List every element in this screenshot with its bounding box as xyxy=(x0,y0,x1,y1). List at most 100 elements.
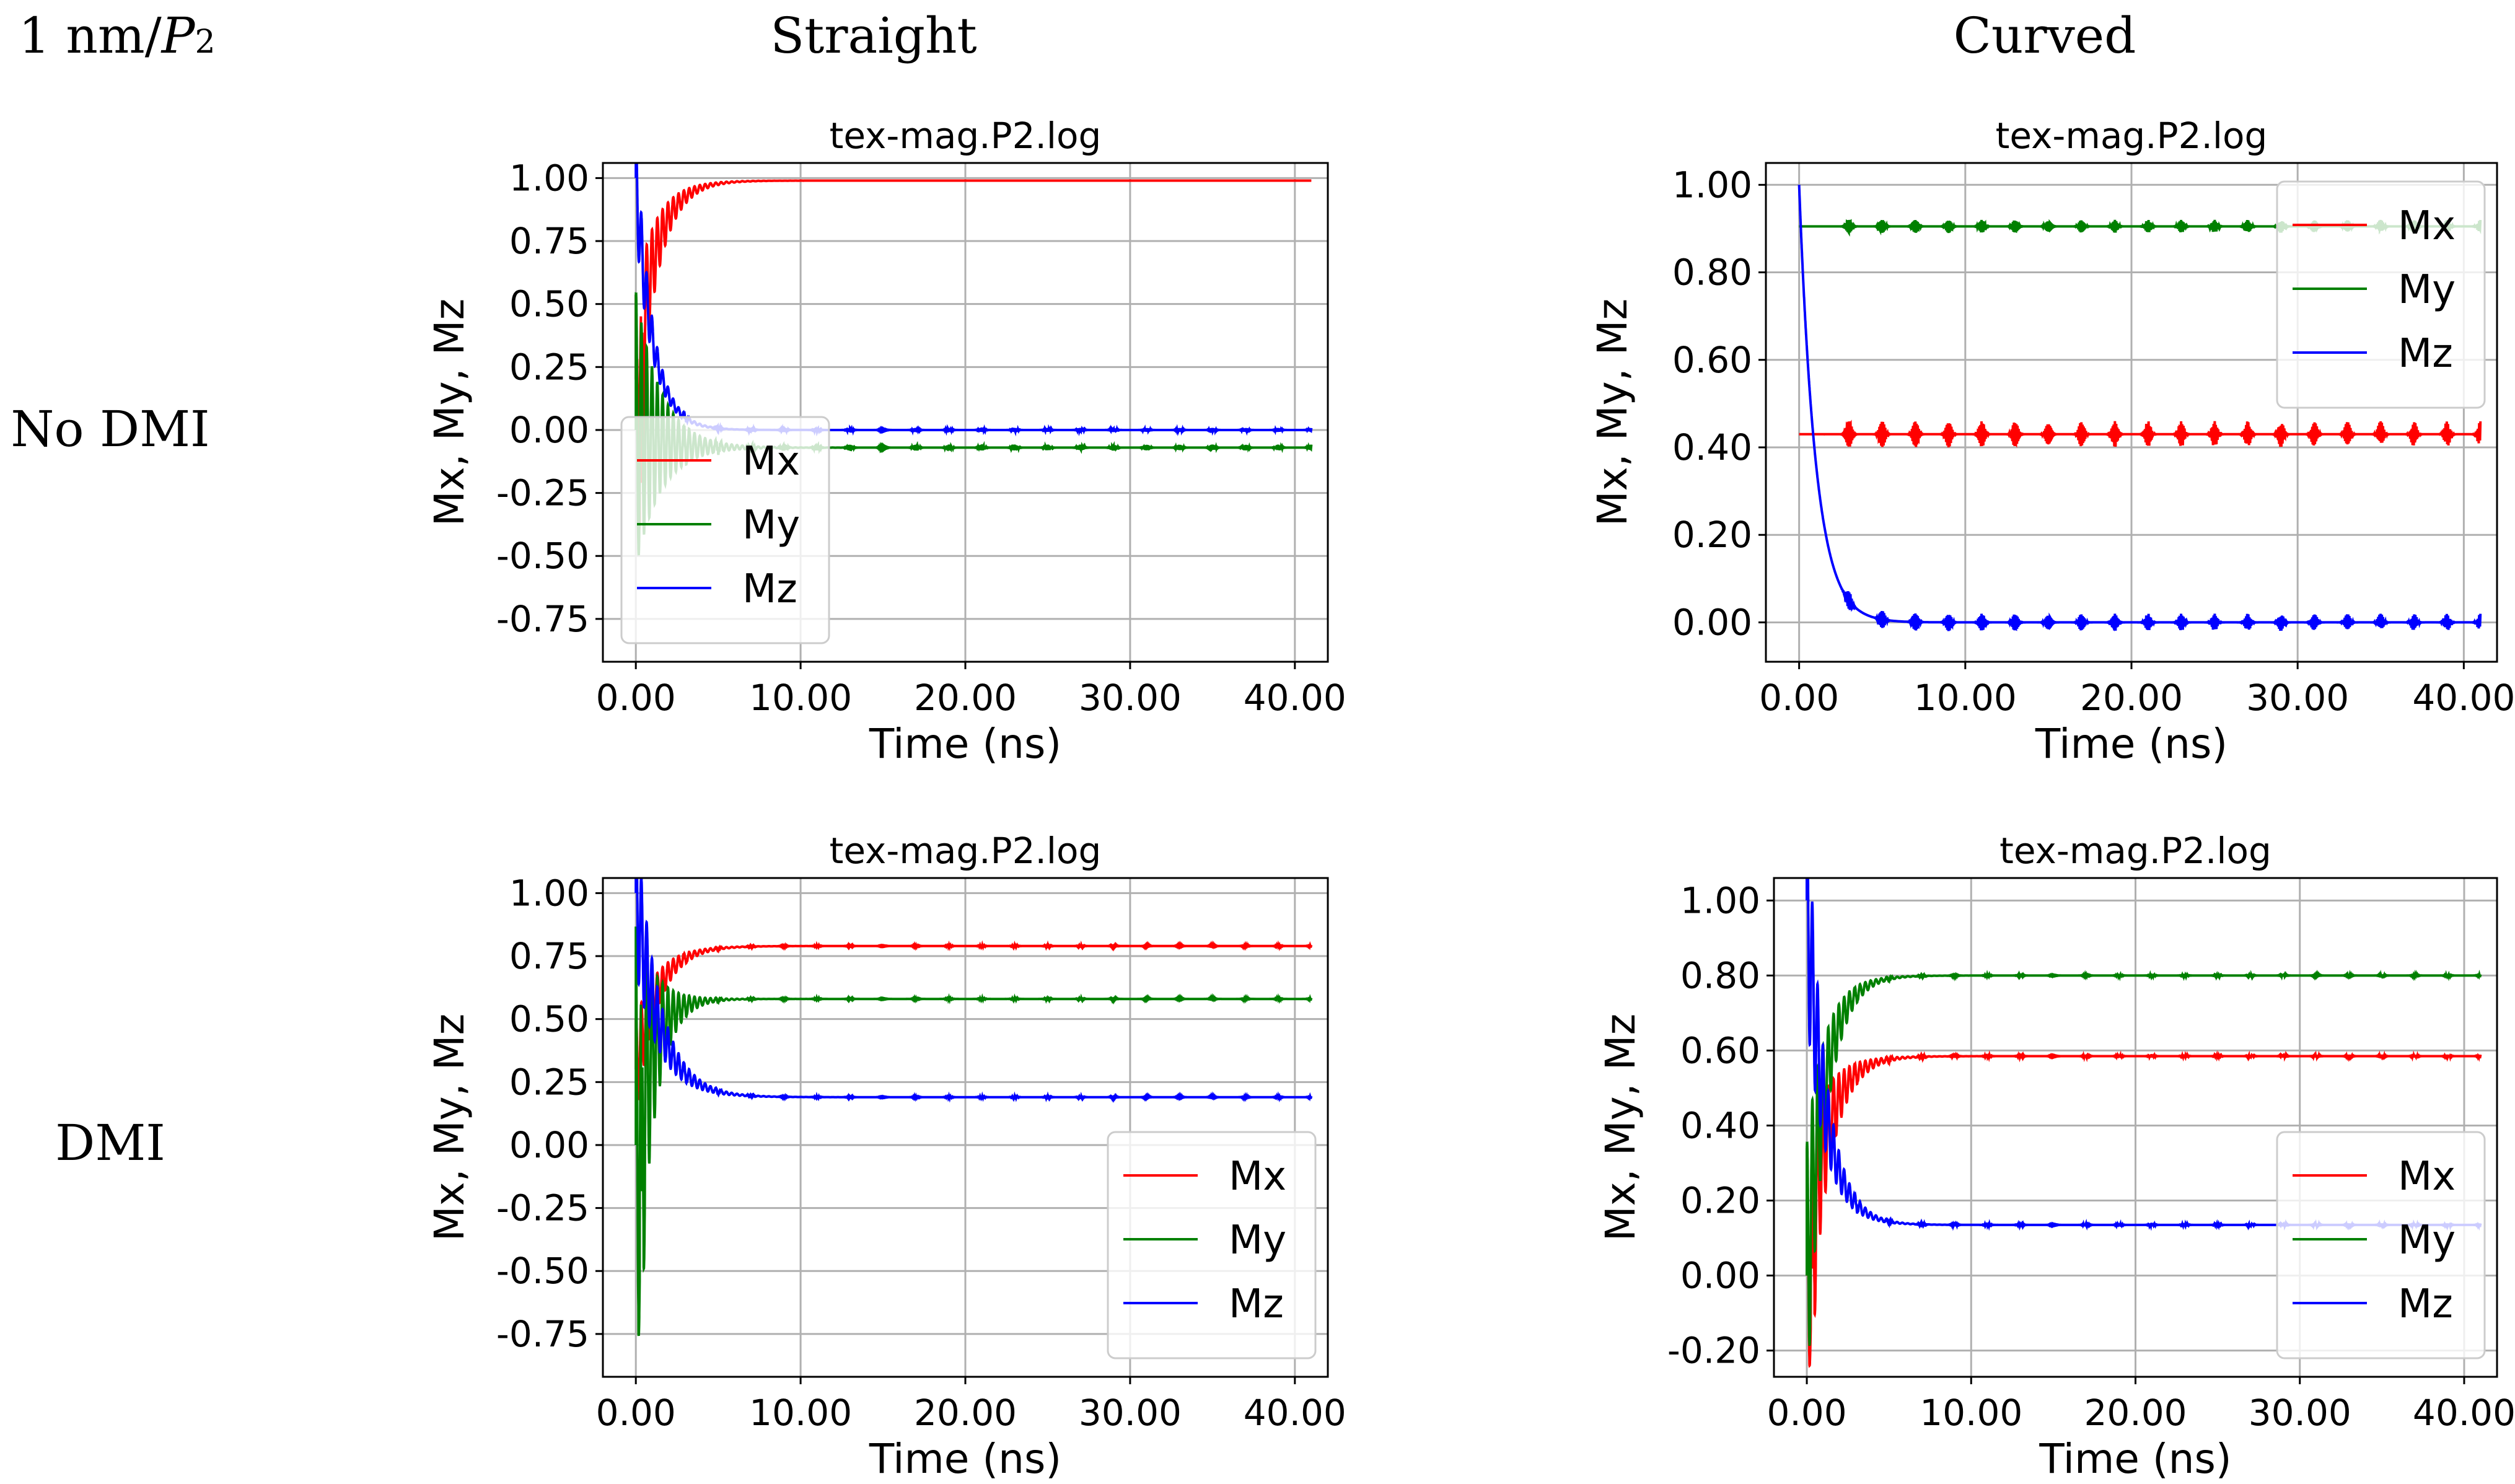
y-tick-label: 1.00 xyxy=(1680,879,1760,921)
chart-title: tex-mag.P2.log xyxy=(1996,115,2268,157)
x-tick-label: 20.00 xyxy=(2084,1392,2187,1434)
series-line-mz xyxy=(634,878,1313,1104)
chart-title: tex-mag.P2.log xyxy=(1999,830,2271,872)
y-tick-label: 1.00 xyxy=(509,157,589,199)
y-tick-label: 0.75 xyxy=(509,220,589,262)
y-tick-label: 0.80 xyxy=(1672,252,1752,294)
y-tick-label: 0.40 xyxy=(1680,1104,1760,1146)
column-header-straight: Straight xyxy=(770,7,977,64)
y-tick-label: 0.80 xyxy=(1680,954,1760,996)
legend-box xyxy=(2276,180,2486,409)
x-tick-label: 30.00 xyxy=(2246,677,2349,719)
y-tick-label: 0.60 xyxy=(1672,339,1752,381)
x-tick-label: 0.00 xyxy=(1767,1392,1846,1434)
series-line-mx xyxy=(634,940,1313,1100)
y-tick-label: 0.60 xyxy=(1680,1029,1760,1071)
legend-label-my: My xyxy=(2398,267,2456,313)
legend-label-mz: Mz xyxy=(2398,1281,2453,1327)
series-line-mz xyxy=(1797,184,2482,632)
y-tick-label: -0.75 xyxy=(496,598,589,640)
legend-label-mx: Mx xyxy=(2398,203,2456,249)
legend-label-my: My xyxy=(2398,1218,2456,1263)
y-tick-label: 0.25 xyxy=(509,346,589,388)
chart-straight-no-dmi: 0.00 10.00 20.00 30.00 40.00 1.00 0.75 0.50 0.25… xyxy=(426,115,1346,768)
x-tick-label: 20.00 xyxy=(2080,677,2183,719)
x-tick-label: 10.00 xyxy=(749,1392,852,1434)
y-tick-label: -0.20 xyxy=(1667,1330,1760,1372)
column-header-curved: Curved xyxy=(1954,7,2136,64)
x-tick-label: 10.00 xyxy=(749,677,852,719)
legend-box xyxy=(620,416,830,644)
y-tick-label: 1.00 xyxy=(1672,164,1752,206)
x-tick-label: 0.00 xyxy=(596,677,676,719)
y-tick-label: -0.25 xyxy=(496,1187,589,1229)
legend: Mx My Mz xyxy=(1107,1131,1317,1359)
y-tick-label: 0.20 xyxy=(1672,514,1752,556)
legend: Mx My Mz xyxy=(620,416,830,644)
series-line-my xyxy=(1806,969,2482,1346)
x-tick-label: 20.00 xyxy=(914,1392,1017,1434)
series-line-mx xyxy=(634,179,1312,533)
x-axis-label: Time (ns) xyxy=(869,720,1061,768)
y-axis-label: Mx, My, Mz xyxy=(426,299,473,527)
x-tick-label: 40.00 xyxy=(2412,677,2515,719)
x-tick-label: 30.00 xyxy=(2249,1392,2351,1434)
y-tick-label: 0.00 xyxy=(1672,601,1752,643)
legend-label-my: My xyxy=(1229,1218,1286,1263)
legend-box xyxy=(1107,1131,1317,1359)
legend-label-mx: Mx xyxy=(742,439,800,485)
y-tick-label: 0.40 xyxy=(1672,426,1752,468)
legend-label-mz: Mz xyxy=(1229,1281,1284,1327)
series-line-my xyxy=(634,926,1313,1337)
x-tick-label: 0.00 xyxy=(1759,677,1839,719)
x-tick-label: 40.00 xyxy=(2413,1392,2515,1434)
row-header-no-dmi: No DMI xyxy=(11,400,209,458)
chart-title: tex-mag.P2.log xyxy=(830,830,1102,872)
x-tick-label: 20.00 xyxy=(914,677,1017,719)
legend-label-mz: Mz xyxy=(2398,331,2453,377)
y-tick-label: 0.75 xyxy=(509,935,589,977)
y-axis-label: Mx, My, Mz xyxy=(1597,1014,1644,1242)
series-line-mx xyxy=(1806,1050,2482,1368)
legend-label-mz: Mz xyxy=(742,566,797,612)
series-line-mz xyxy=(634,163,1313,437)
y-tick-label: 0.50 xyxy=(509,283,589,325)
x-tick-label: 40.00 xyxy=(1244,1392,1346,1434)
row-header-dmi: DMI xyxy=(55,1114,165,1172)
legend: Mx My Mz xyxy=(2276,1131,2486,1359)
x-tick-label: 40.00 xyxy=(1244,677,1346,719)
chart-title: tex-mag.P2.log xyxy=(830,115,1102,157)
x-axis-label: Time (ns) xyxy=(869,1435,1061,1483)
y-tick-label: 0.50 xyxy=(509,998,589,1040)
x-tick-label: 0.00 xyxy=(596,1392,676,1434)
y-tick-label: -0.50 xyxy=(496,535,589,577)
series-group xyxy=(634,878,1313,1337)
y-axis-label: Mx, My, Mz xyxy=(426,1014,473,1242)
legend-box xyxy=(2276,1131,2486,1359)
series-line-mx xyxy=(1799,419,2482,448)
y-axis-label: Mx, My, Mz xyxy=(1589,299,1636,527)
legend-label-mx: Mx xyxy=(2398,1154,2456,1200)
y-tick-label: 1.00 xyxy=(509,872,589,914)
y-tick-label: 0.00 xyxy=(509,1124,589,1166)
x-axis-label: Time (ns) xyxy=(2039,1435,2231,1483)
y-tick-label: -0.75 xyxy=(496,1313,589,1355)
y-tick-label: 0.25 xyxy=(509,1061,589,1103)
corner-label: 1 nm/P2 xyxy=(19,7,216,64)
x-tick-label: 10.00 xyxy=(1920,1392,2022,1434)
chart-straight-dmi: 0.00 10.00 20.00 30.00 40.00 1.00 0.75 0.50 0.25… xyxy=(426,830,1346,1483)
y-tick-label: 0.00 xyxy=(1680,1255,1760,1297)
y-tick-label: 0.20 xyxy=(1680,1180,1760,1222)
chart-curved-dmi: 0.00 10.00 20.00 30.00 40.00 1.00 0.80 0.60 0.40… xyxy=(1597,830,2515,1483)
legend-label-my: My xyxy=(742,503,800,548)
legend-label-mx: Mx xyxy=(1229,1154,1286,1200)
y-tick-label: -0.50 xyxy=(496,1250,589,1292)
x-tick-label: 10.00 xyxy=(1914,677,2017,719)
x-tick-label: 30.00 xyxy=(1079,677,1182,719)
x-tick-label: 30.00 xyxy=(1079,1392,1182,1434)
legend: Mx My Mz xyxy=(2276,180,2486,409)
chart-curved-no-dmi: 0.00 10.00 20.00 30.00 40.00 1.00 0.80 0.60 0.40… xyxy=(1589,115,2515,768)
y-tick-label: 0.00 xyxy=(509,409,589,451)
x-axis-label: Time (ns) xyxy=(2035,720,2228,768)
